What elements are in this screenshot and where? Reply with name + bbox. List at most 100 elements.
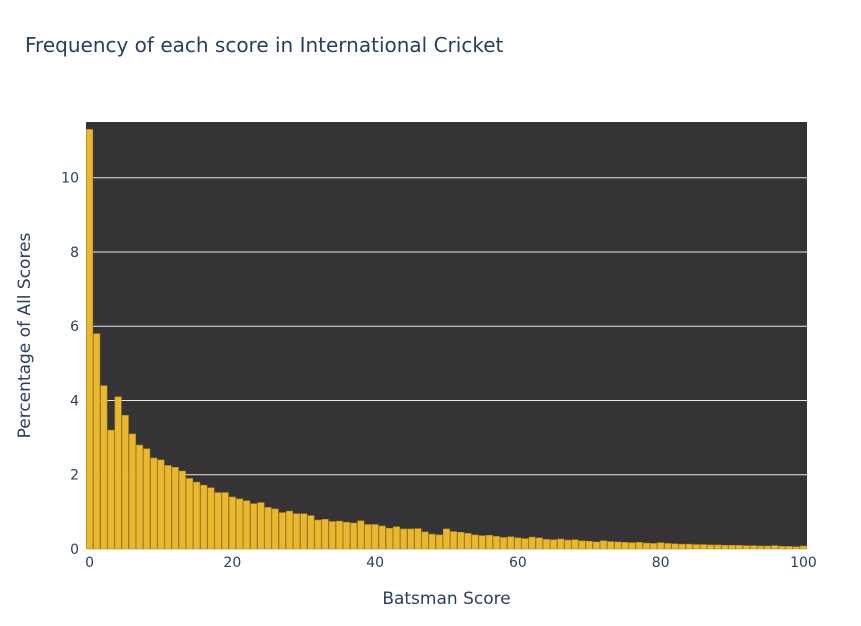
bar: [364, 524, 372, 550]
grid-lines: [86, 177, 807, 476]
bar: [378, 525, 386, 550]
bar: [678, 543, 686, 550]
bar: [214, 492, 222, 550]
bar: [207, 487, 215, 550]
bar: [136, 444, 144, 550]
bar: [150, 457, 158, 550]
bar: [328, 521, 336, 550]
bar: [257, 502, 265, 550]
bar: [764, 545, 772, 550]
x-tick-label: 100: [790, 555, 817, 571]
x-axis-title: Batsman Score: [382, 589, 510, 609]
y-tick-label: 4: [70, 393, 79, 409]
bar: [457, 531, 465, 550]
bar: [393, 526, 401, 550]
plot-background: [86, 122, 807, 549]
bars: [86, 129, 807, 550]
bar: [171, 467, 179, 550]
bar: [178, 470, 186, 550]
bar: [264, 507, 272, 550]
y-tick-label: 6: [70, 319, 79, 335]
bar: [564, 539, 572, 550]
bar: [464, 533, 472, 550]
bar: [628, 542, 636, 550]
bar: [514, 537, 522, 550]
y-axis-ticks: 0 2 4 6 8 10: [61, 171, 79, 558]
bar: [742, 545, 750, 550]
bar: [107, 429, 115, 550]
bar: [314, 519, 322, 550]
x-axis-ticks: 0 20 40 60 80 100: [85, 555, 817, 571]
bar: [614, 541, 622, 550]
bar: [442, 528, 451, 550]
bar: [507, 536, 515, 550]
bar: [250, 503, 258, 550]
bar: [285, 510, 293, 550]
bar: [521, 538, 529, 550]
bar: [450, 531, 458, 550]
y-tick-label: 10: [61, 171, 79, 187]
bar: [343, 521, 351, 550]
bar: [500, 537, 508, 550]
bar: [778, 546, 786, 550]
bar: [185, 478, 194, 550]
bar: [193, 481, 201, 550]
bar: [350, 522, 358, 550]
bar: [414, 528, 422, 550]
x-tick-label: 60: [509, 555, 527, 571]
bar: [478, 535, 486, 550]
bar: [435, 534, 443, 550]
bar: [728, 544, 736, 550]
bar: [157, 459, 165, 550]
bar: [307, 515, 315, 550]
bar: [143, 448, 151, 550]
x-tick-label: 20: [223, 555, 241, 571]
bar: [671, 543, 679, 550]
bar: [721, 544, 729, 550]
bar: [528, 536, 536, 550]
bar: [228, 496, 236, 550]
bar: [592, 541, 600, 550]
bar: [300, 513, 308, 550]
bar: [271, 508, 279, 550]
bar: [114, 396, 122, 550]
bar: [357, 520, 365, 550]
bar: [771, 545, 779, 550]
bar: [600, 540, 608, 550]
y-tick-label: 8: [70, 245, 79, 261]
bar: [93, 333, 101, 550]
bar: [164, 465, 172, 550]
bar: [692, 544, 700, 550]
bar: [471, 534, 479, 550]
bar: [100, 385, 108, 550]
bar: [492, 536, 500, 550]
bar: [607, 541, 615, 550]
bar: [535, 537, 543, 550]
bar: [293, 513, 301, 550]
bar: [321, 518, 329, 550]
bar: [385, 527, 393, 550]
bar: [657, 542, 665, 550]
bar: [221, 492, 229, 550]
bar: [685, 543, 693, 550]
bar: [650, 543, 658, 550]
bar: [550, 539, 558, 550]
y-tick-label: 0: [70, 542, 79, 558]
bar: [664, 543, 672, 550]
bar: [421, 531, 429, 550]
x-tick-label: 80: [652, 555, 670, 571]
bar: [485, 534, 493, 550]
bar: [642, 542, 650, 550]
bar: [128, 433, 136, 550]
bar: [542, 539, 550, 550]
bar: [714, 544, 722, 550]
bar: [86, 129, 94, 550]
bar: [785, 546, 793, 550]
bar: [585, 540, 593, 550]
bar: [557, 538, 565, 550]
bar: [757, 545, 765, 550]
bar: [792, 546, 800, 550]
bar: [243, 500, 251, 550]
bar: [428, 533, 436, 550]
